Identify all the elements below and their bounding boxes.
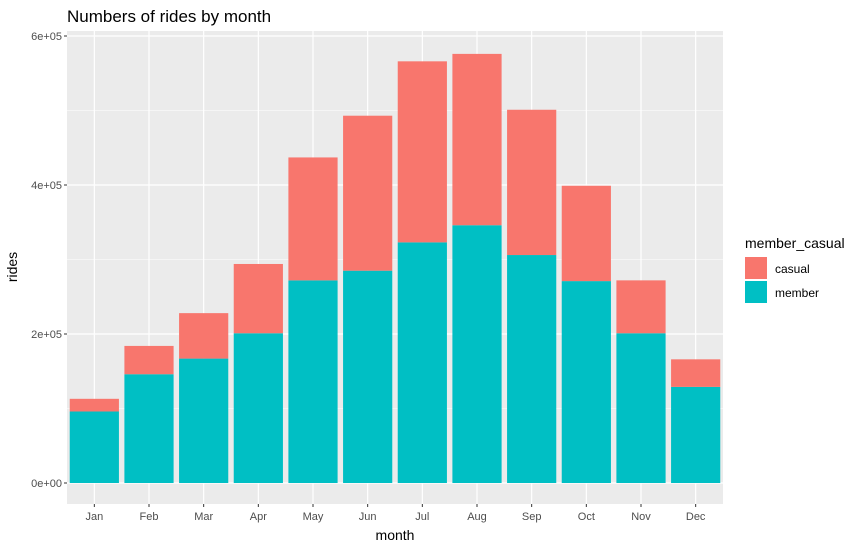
- y-tick-label: 0e+00: [31, 478, 62, 490]
- legend-label-casual: casual: [775, 262, 810, 276]
- plot-panel: [67, 31, 723, 504]
- x-tick-label: Jun: [359, 511, 377, 523]
- bar-member-may: [288, 280, 338, 483]
- bar-casual-sep: [507, 109, 557, 256]
- x-axis: Jan Feb Mar Apr May Jun Jul Aug Sep Oct Nov Dec: [85, 504, 706, 523]
- x-tick-label: Mar: [194, 511, 213, 523]
- legend-key-casual: [745, 257, 767, 279]
- x-tick-label: Jan: [85, 511, 103, 523]
- bar-casual-feb: [124, 345, 174, 375]
- bar-member-dec: [671, 386, 721, 483]
- bar-member-mar: [179, 358, 229, 483]
- bar-casual-apr: [233, 263, 283, 334]
- bar-member-nov: [616, 333, 666, 483]
- y-axis-title: rides: [4, 252, 20, 282]
- minor-gridlines: [67, 110, 723, 409]
- legend: member_casual casual member: [745, 235, 845, 303]
- x-tick-label: Aug: [467, 511, 487, 523]
- x-tick-label: Jul: [415, 511, 429, 523]
- bar-member-aug: [452, 225, 502, 484]
- bar-casual-nov: [616, 280, 666, 334]
- chart-title: Numbers of rides by month: [67, 7, 271, 26]
- bar-casual-jan: [69, 398, 119, 412]
- bar-member-oct: [561, 281, 611, 483]
- x-tick-label: Apr: [250, 511, 267, 523]
- bar-casual-jun: [343, 115, 393, 271]
- legend-label-member: member: [775, 286, 819, 300]
- bar-casual-aug: [452, 53, 502, 226]
- bar-member-jul: [397, 242, 447, 483]
- bar-casual-oct: [561, 185, 611, 282]
- bar-member-apr: [233, 333, 283, 483]
- x-tick-label: Oct: [578, 511, 595, 523]
- bar-member-feb: [124, 374, 174, 483]
- bar-member-jun: [343, 270, 393, 483]
- legend-key-member: [745, 281, 767, 303]
- bar-casual-may: [288, 157, 338, 281]
- x-tick-label: Nov: [631, 511, 651, 523]
- x-axis-title: month: [376, 527, 415, 543]
- x-tick-label: May: [303, 511, 324, 523]
- bar-casual-jul: [397, 61, 447, 243]
- y-tick-label: 2e+05: [31, 329, 62, 341]
- bar-casual-dec: [671, 359, 721, 387]
- x-tick-label: Dec: [686, 511, 706, 523]
- bar-member-sep: [507, 255, 557, 483]
- x-tick-label: Sep: [522, 511, 542, 523]
- y-axis: 0e+00 2e+05 4e+05 6e+05: [31, 31, 67, 490]
- bar-member-jan: [69, 411, 119, 483]
- x-tick-label: Feb: [140, 511, 159, 523]
- bar-casual-mar: [179, 313, 229, 359]
- y-tick-label: 6e+05: [31, 31, 62, 43]
- y-tick-label: 4e+05: [31, 180, 62, 192]
- legend-title: member_casual: [745, 235, 845, 251]
- bars-group: [69, 53, 721, 484]
